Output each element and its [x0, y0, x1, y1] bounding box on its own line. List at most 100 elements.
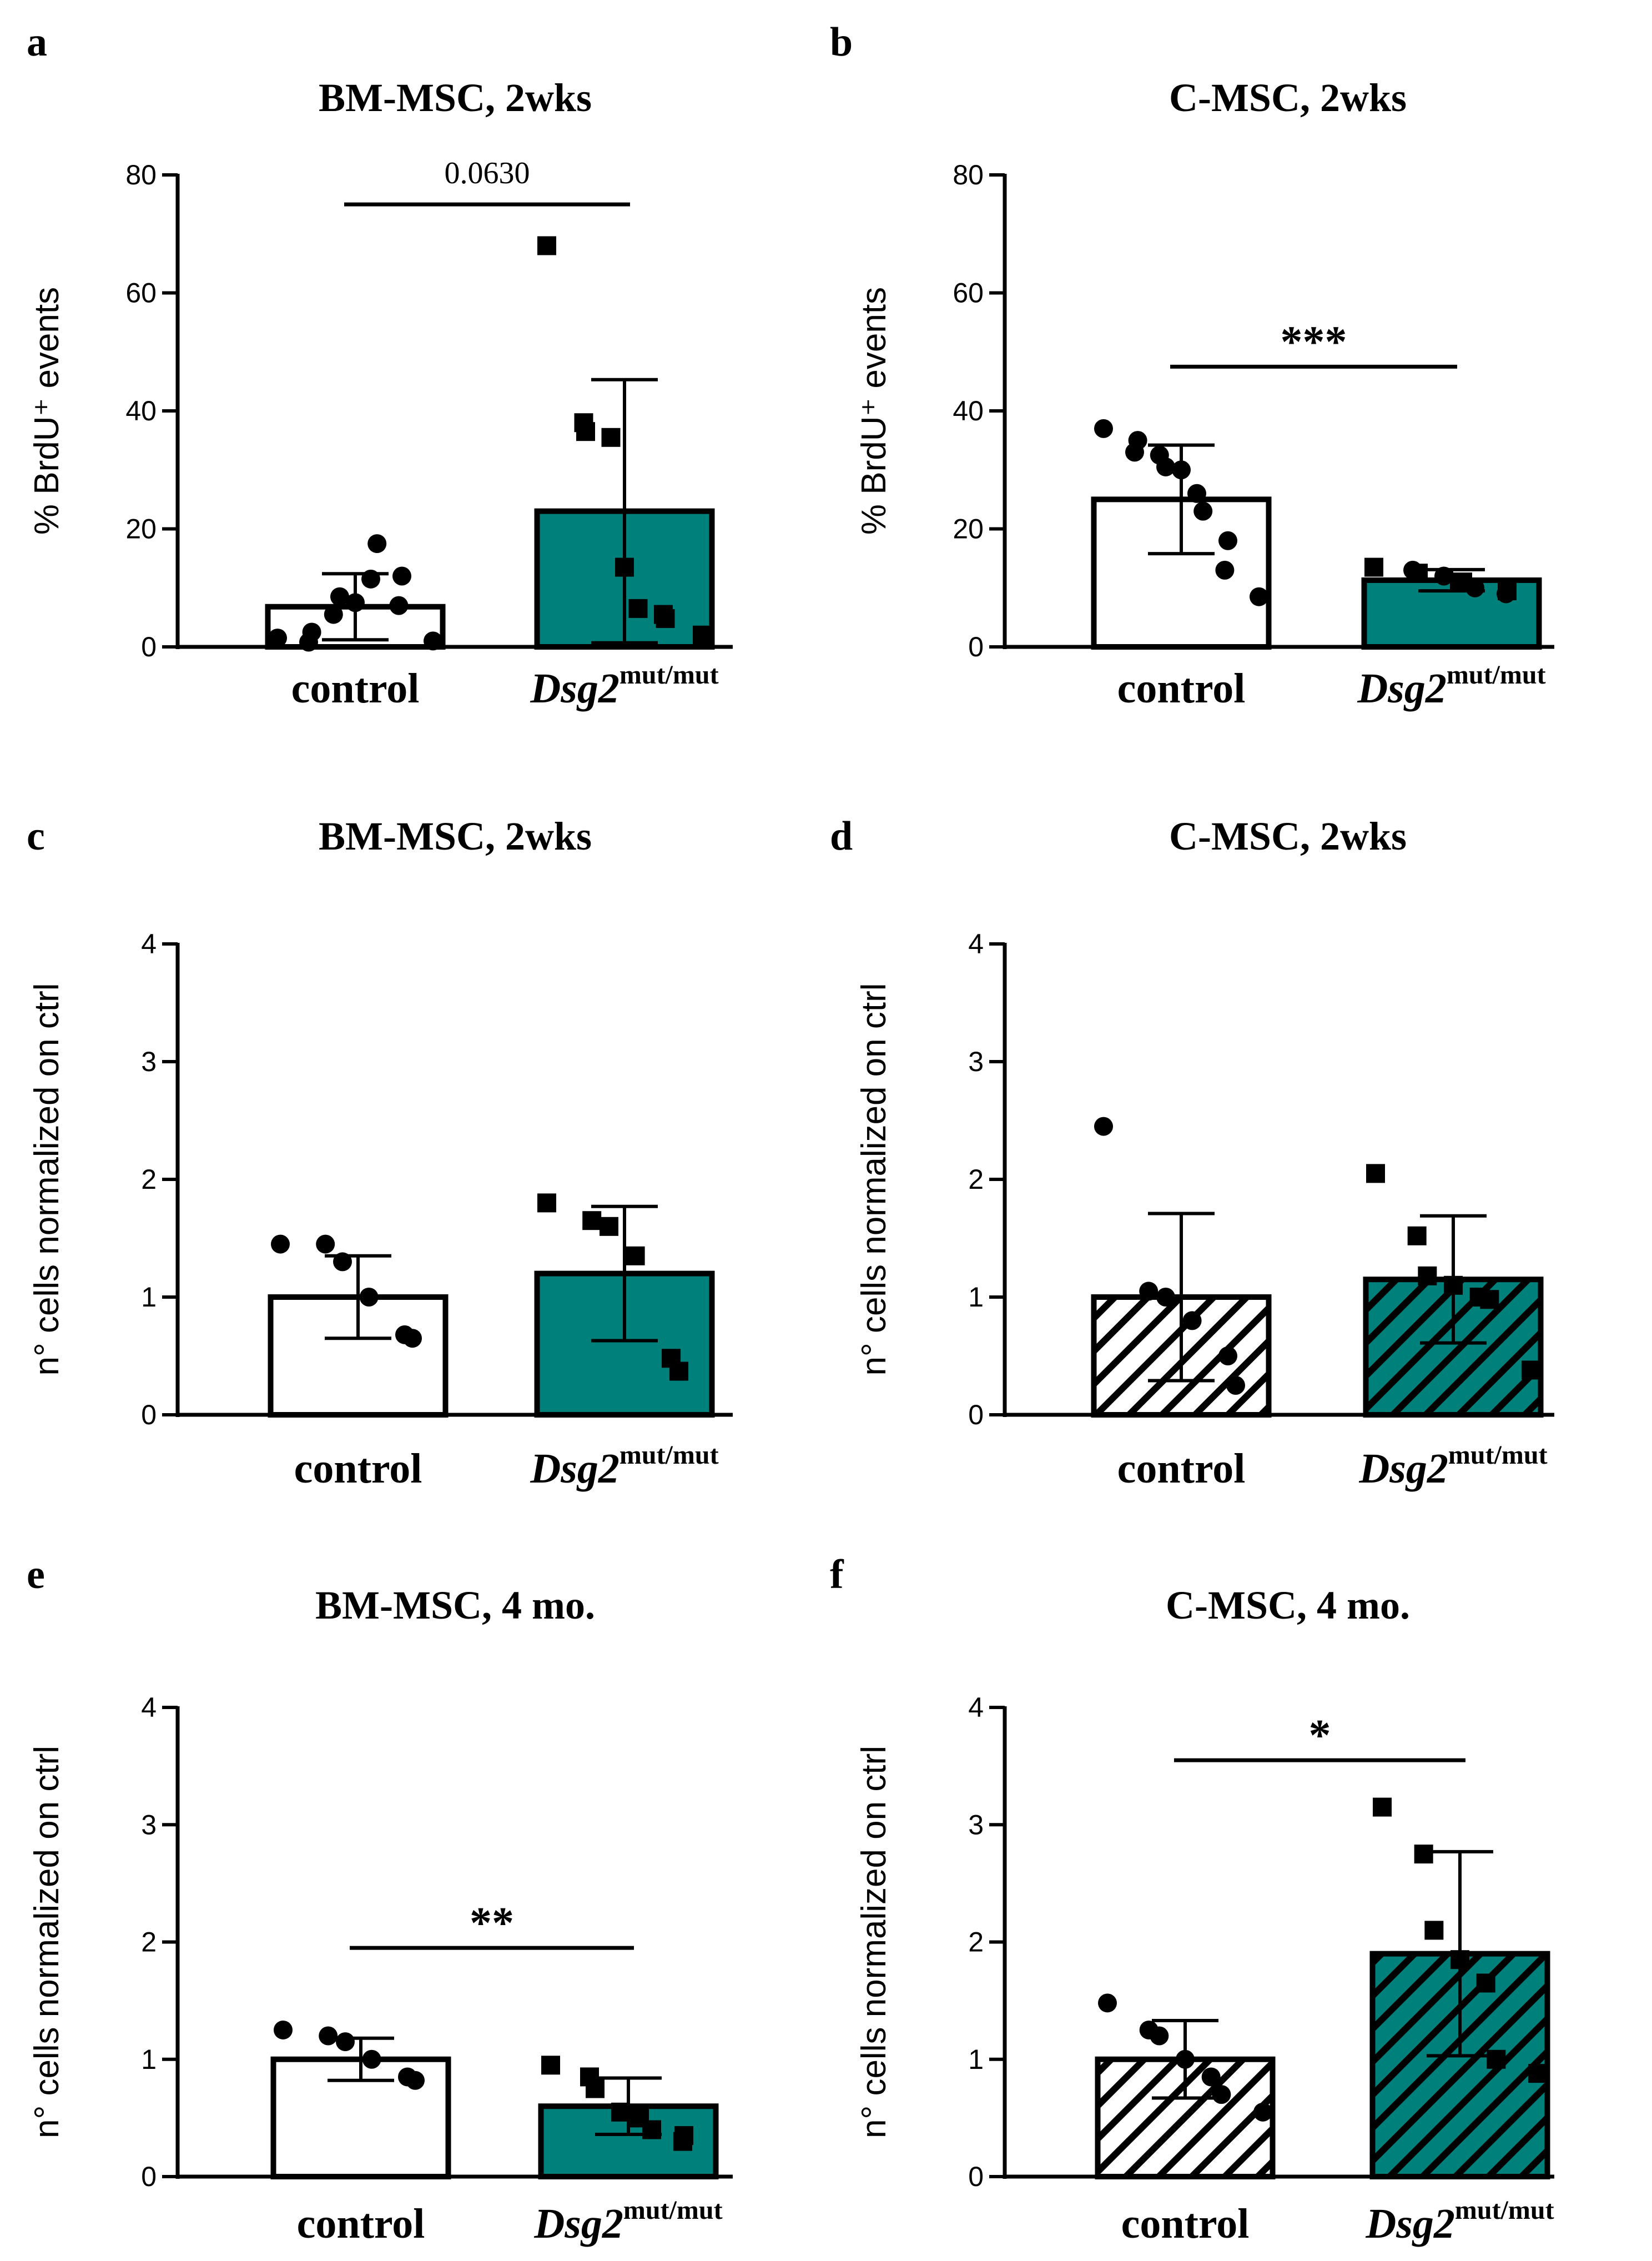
panel-title: BM-MSC, 2wks — [319, 814, 592, 858]
y-tick-label: 0 — [141, 1399, 157, 1430]
category-label: control — [1117, 1445, 1246, 1492]
y-tick-label: 3 — [141, 1809, 157, 1840]
data-point — [576, 422, 595, 441]
panel-letter: d — [830, 813, 853, 859]
data-point — [537, 1193, 556, 1213]
data-point — [359, 1288, 379, 1307]
y-tick-label: 0 — [968, 631, 984, 662]
y-tick-label: 2 — [141, 1927, 157, 1958]
data-point — [541, 2056, 560, 2075]
panel-letter: f — [830, 1552, 844, 1597]
data-point — [669, 1361, 688, 1381]
data-point — [1218, 531, 1237, 550]
data-point — [1364, 557, 1383, 577]
y-tick-label: 3 — [968, 1046, 984, 1077]
data-point — [1414, 1845, 1433, 1864]
data-point — [1418, 1266, 1437, 1285]
panel-title: C-MSC, 4 mo. — [1166, 1583, 1410, 1627]
y-tick-label: 40 — [953, 395, 984, 426]
category-name: control — [1121, 2200, 1250, 2247]
data-point — [1176, 2049, 1195, 2069]
panel-a: a BM-MSC, 2wks 0 20 40 60 80 % BrdU⁺ events cont… — [27, 19, 733, 712]
category-label: control — [1117, 665, 1246, 712]
y-tick-label: 40 — [125, 395, 157, 426]
data-point — [1218, 1346, 1237, 1365]
category-label: control — [297, 2200, 425, 2247]
data-point — [1487, 2049, 1506, 2069]
data-point — [346, 593, 365, 612]
data-point — [1480, 1290, 1499, 1309]
y-tick-label: 1 — [968, 2044, 984, 2075]
y-tick-label: 20 — [953, 514, 984, 545]
data-point — [1253, 2102, 1272, 2122]
category-gene: Dsg2 — [1357, 665, 1446, 712]
data-point — [1409, 564, 1428, 583]
y-tick-label: 2 — [141, 1164, 157, 1195]
data-point — [1366, 1164, 1385, 1183]
significance-label: *** — [1281, 318, 1347, 366]
data-point — [1407, 1226, 1427, 1245]
data-point — [1139, 1282, 1159, 1301]
data-point — [1424, 1921, 1444, 1940]
data-point — [611, 2102, 630, 2122]
data-point — [1373, 1797, 1392, 1817]
panel-b: b C-MSC, 2wks 0 20 40 60 80 % BrdU⁺ events contr… — [830, 19, 1554, 712]
y-tick-label: 0 — [141, 631, 157, 662]
y-tick-label: 4 — [141, 1692, 157, 1723]
category-gene: Dsg2 — [530, 1445, 619, 1492]
category-label: Dsg2mut/mut — [1358, 1440, 1547, 1492]
data-point — [1156, 457, 1175, 476]
data-point — [628, 599, 648, 618]
panel-title: BM-MSC, 2wks — [319, 76, 592, 120]
y-tick-label: 0 — [968, 2161, 984, 2192]
panel-c: c BM-MSC, 2wks 0 1 2 3 4 n° cells normalized on… — [27, 813, 733, 1492]
data-point — [268, 629, 287, 648]
data-point — [1156, 1288, 1175, 1307]
data-point — [324, 605, 343, 624]
data-point — [406, 2071, 425, 2090]
data-point — [1182, 1311, 1202, 1330]
category-name: control — [1117, 1445, 1246, 1492]
panel-title: C-MSC, 2wks — [1169, 814, 1407, 858]
category-label: control — [291, 665, 420, 712]
data-point — [1125, 443, 1144, 462]
category-label: control — [1121, 2200, 1250, 2247]
data-point — [389, 596, 409, 615]
category-label: Dsg2mut/mut — [533, 2195, 722, 2247]
category-label: Dsg2mut/mut — [1357, 660, 1545, 712]
y-tick-label: 0 — [141, 2161, 157, 2192]
data-point — [336, 2032, 355, 2052]
y-tick-label: 80 — [953, 159, 984, 190]
y-axis-title: n° cells normalized on ctrl — [28, 983, 66, 1375]
category-genotype-superscript: mut/mut — [623, 2195, 723, 2225]
data-point — [1094, 1117, 1113, 1136]
data-point — [316, 1234, 335, 1254]
data-point — [642, 2120, 661, 2139]
data-point — [601, 428, 621, 447]
data-point — [299, 632, 318, 652]
data-point — [656, 609, 675, 628]
category-genotype-superscript: mut/mut — [620, 660, 719, 690]
data-point — [537, 236, 556, 255]
data-point — [1098, 1993, 1117, 2013]
category-genotype-superscript: mut/mut — [1455, 2195, 1554, 2225]
y-axis-title: n° cells normalized on ctrl — [855, 983, 893, 1375]
category-genotype-superscript: mut/mut — [1447, 660, 1546, 690]
data-point — [1187, 484, 1206, 503]
data-point — [1212, 2085, 1231, 2104]
data-point — [367, 534, 387, 554]
panel-letter: a — [27, 19, 47, 65]
data-point — [424, 631, 442, 651]
panel-f: f C-MSC, 4 mo. 0 1 2 3 4 n° cells normalized on… — [830, 1552, 1554, 2247]
y-tick-label: 60 — [125, 278, 157, 309]
category-gene: Dsg2 — [1365, 2200, 1454, 2247]
y-tick-label: 4 — [968, 928, 984, 959]
data-point — [1094, 419, 1113, 438]
y-tick-label: 2 — [968, 1927, 984, 1958]
panel-d: d C-MSC, 2wks 0 1 2 3 4 n° cells normalized on … — [830, 813, 1554, 1492]
data-point — [362, 2049, 381, 2069]
data-point — [600, 1217, 618, 1236]
data-point — [626, 1246, 645, 1265]
